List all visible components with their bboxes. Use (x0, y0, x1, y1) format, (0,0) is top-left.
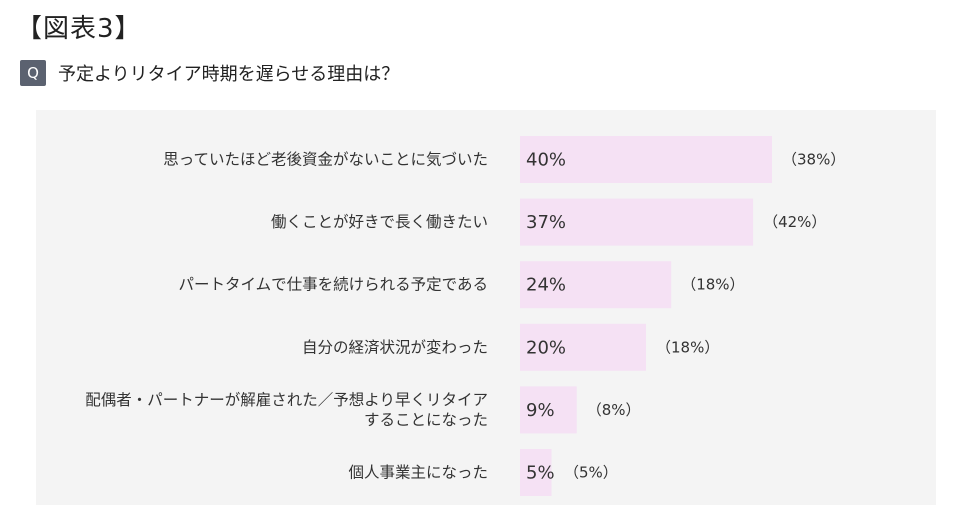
comparison-value-label: （18%） (681, 276, 744, 294)
bar (520, 449, 552, 496)
comparison-value-label: （18%） (656, 338, 719, 356)
category-label: 配偶者・パートナーが解雇された／予想より早くリタイアすることになった (85, 391, 488, 429)
category-label: パートタイムで仕事を続けられる予定である (178, 276, 488, 294)
value-label: 24% (526, 275, 566, 296)
bar (520, 261, 672, 309)
bar (520, 198, 754, 246)
value-label: 37% (526, 212, 566, 233)
question-text: 予定よりリタイア時期を遅らせる理由は？ (58, 64, 400, 85)
question-row: Q 予定よりリタイア時期を遅らせる理由は？ (20, 60, 399, 86)
value-label: 5% (526, 463, 555, 484)
category-label: 思っていたほど老後資金がないことに気づいた (163, 151, 488, 169)
bar-chart: 思っていたほど老後資金がないことに気づいた 40% （38%） 働くことが好きで長く働… (85, 136, 845, 496)
value-label: 40% (526, 150, 566, 171)
figure-label: 【図表3】 (16, 14, 142, 44)
bar (520, 386, 577, 434)
chart-panel: 思っていたほど老後資金がないことに気づいた 40% （38%） 働くことが好きで長く働… (36, 110, 936, 505)
q-badge-icon: Q (20, 60, 46, 86)
category-label: 自分の経済状況が変わった (302, 338, 488, 356)
category-label: 働くことが好きで長く働きたい (271, 213, 488, 231)
bar (520, 136, 772, 183)
comparison-value-label: （5%） (564, 464, 618, 482)
category-label: 個人事業主になった (348, 464, 488, 482)
value-label: 9% (526, 400, 555, 421)
bar (520, 323, 646, 371)
comparison-value-label: （8%） (587, 401, 641, 419)
comparison-value-label: （38%） (782, 151, 845, 169)
value-label: 20% (526, 337, 566, 358)
comparison-value-label: （42%） (763, 213, 826, 231)
